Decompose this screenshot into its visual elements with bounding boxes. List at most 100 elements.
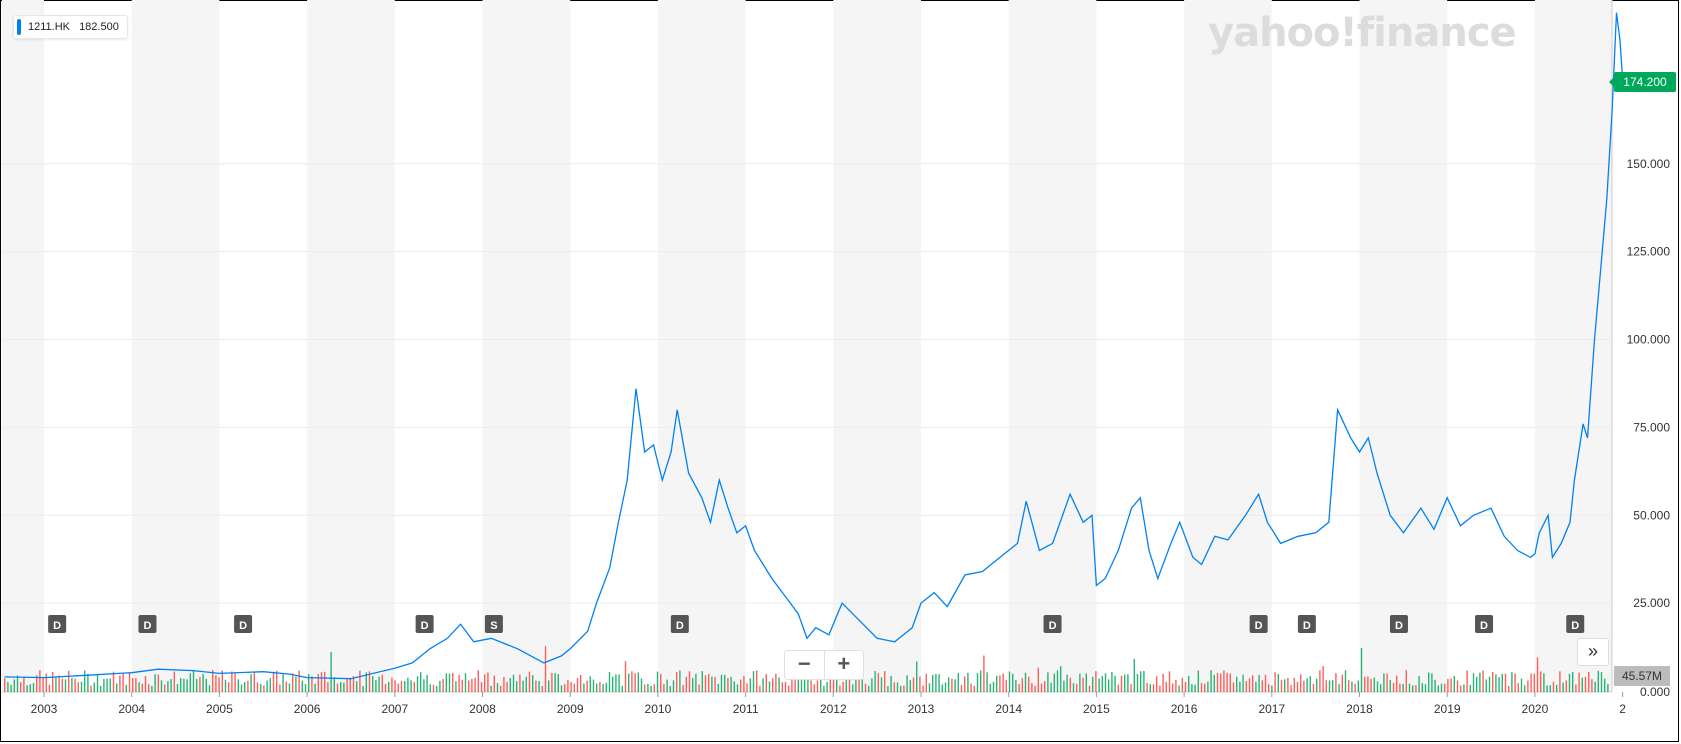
legend-chip[interactable]: 1211.HK 182.500 <box>13 15 128 39</box>
volume-bar <box>916 661 918 692</box>
volume-bar <box>160 680 163 692</box>
volume-bar <box>1111 671 1113 692</box>
volume-bar <box>1568 673 1571 692</box>
event-marker <box>234 615 253 633</box>
volume-bar <box>637 672 639 692</box>
y-tick-label: 100.000 <box>1627 333 1671 347</box>
volume-bar <box>621 685 623 692</box>
volume-bar <box>1594 681 1596 692</box>
volume-bar <box>186 679 188 692</box>
volume-bar <box>1082 677 1084 692</box>
legend-color-bar <box>17 19 21 35</box>
volume-bar <box>724 674 726 692</box>
volume-bar <box>1341 674 1343 692</box>
zoom-out-button[interactable]: − <box>797 651 811 676</box>
volume-bar <box>301 680 303 692</box>
y-tick-label: 75.000 <box>1633 420 1670 434</box>
volume-bar <box>948 677 950 692</box>
volume-bar <box>752 671 755 692</box>
volume-bar <box>567 679 569 692</box>
volume-bar <box>880 677 883 692</box>
volume-bar <box>692 677 694 692</box>
event-marker-label: D <box>1571 620 1579 632</box>
volume-bar <box>45 673 47 692</box>
volume-bar <box>1469 684 1471 692</box>
volume-bar <box>439 680 441 692</box>
volume-bar <box>1392 682 1395 692</box>
volume-bar <box>100 685 102 692</box>
volume-bar <box>852 684 854 692</box>
volume-bar <box>1162 673 1164 692</box>
volume-bar <box>823 685 825 692</box>
volume-bar <box>1380 684 1382 692</box>
volume-bar <box>106 678 108 692</box>
volume-bar <box>967 672 969 692</box>
volume-bar <box>189 673 191 692</box>
volume-bar <box>429 684 431 692</box>
volume-bar <box>109 678 111 692</box>
volume-bar <box>842 681 844 692</box>
x-tick-label: 2020 <box>1522 702 1549 716</box>
volume-bar <box>1012 673 1014 692</box>
volume-bar <box>839 685 841 692</box>
volume-bar <box>1092 676 1094 692</box>
volume-bar <box>336 683 339 692</box>
event-marker-label: D <box>144 620 152 632</box>
volume-bar <box>656 671 659 692</box>
volume-bar <box>772 678 774 692</box>
volume-bar <box>442 678 444 692</box>
volume-bar <box>570 681 572 692</box>
volume-bar <box>237 679 239 692</box>
volume-bar <box>708 673 710 692</box>
volume-bar <box>1197 670 1199 692</box>
volume-bar <box>1440 683 1443 692</box>
volume-bar <box>71 678 73 692</box>
volume-bar <box>676 672 678 692</box>
volume-bar <box>218 677 220 692</box>
volume-bar <box>1456 680 1459 692</box>
volume-bar <box>1127 674 1129 692</box>
volume-bar <box>1252 675 1254 692</box>
volume-bar <box>912 677 915 692</box>
volume-bar <box>791 670 793 692</box>
volume-bar <box>1034 685 1036 692</box>
volume-bar <box>628 673 630 692</box>
volume-bar <box>349 678 351 692</box>
volume-bar <box>832 675 835 692</box>
zoom-in-button[interactable]: + <box>823 651 864 679</box>
volume-bar <box>1072 683 1075 692</box>
volume-bar <box>599 682 601 692</box>
volume-bar <box>1306 678 1308 692</box>
volume-bar <box>720 674 723 692</box>
volume-bar <box>234 672 236 692</box>
fast-forward-button[interactable]: » <box>1577 638 1609 666</box>
volume-bar <box>1066 674 1068 692</box>
volume-bar <box>480 682 483 692</box>
volume-bar <box>1584 676 1587 692</box>
volume-bar <box>413 681 415 692</box>
volume-bar <box>788 685 790 692</box>
volume-bar <box>173 671 175 692</box>
volume-bar <box>900 685 902 692</box>
volume-bar <box>1444 683 1446 692</box>
volume-bar <box>1402 684 1404 692</box>
volume-bar <box>743 676 745 692</box>
volume-bar <box>1287 677 1289 692</box>
volume-bar <box>311 676 313 692</box>
volume-bar <box>608 672 611 692</box>
volume-bar <box>1207 681 1209 692</box>
event-marker <box>484 615 503 633</box>
volume-bar <box>714 676 716 692</box>
volume-bar <box>244 681 246 692</box>
volume-bar <box>1280 679 1283 692</box>
volume-bar <box>890 675 892 692</box>
volume-bar <box>138 682 140 692</box>
volume-bar <box>192 670 195 692</box>
volume-bar <box>112 671 115 692</box>
volume-bar <box>1063 680 1065 692</box>
volume-bar <box>276 670 278 692</box>
volume-bar <box>1293 677 1295 692</box>
volume-bar <box>314 683 316 692</box>
volume-bar <box>685 676 687 692</box>
